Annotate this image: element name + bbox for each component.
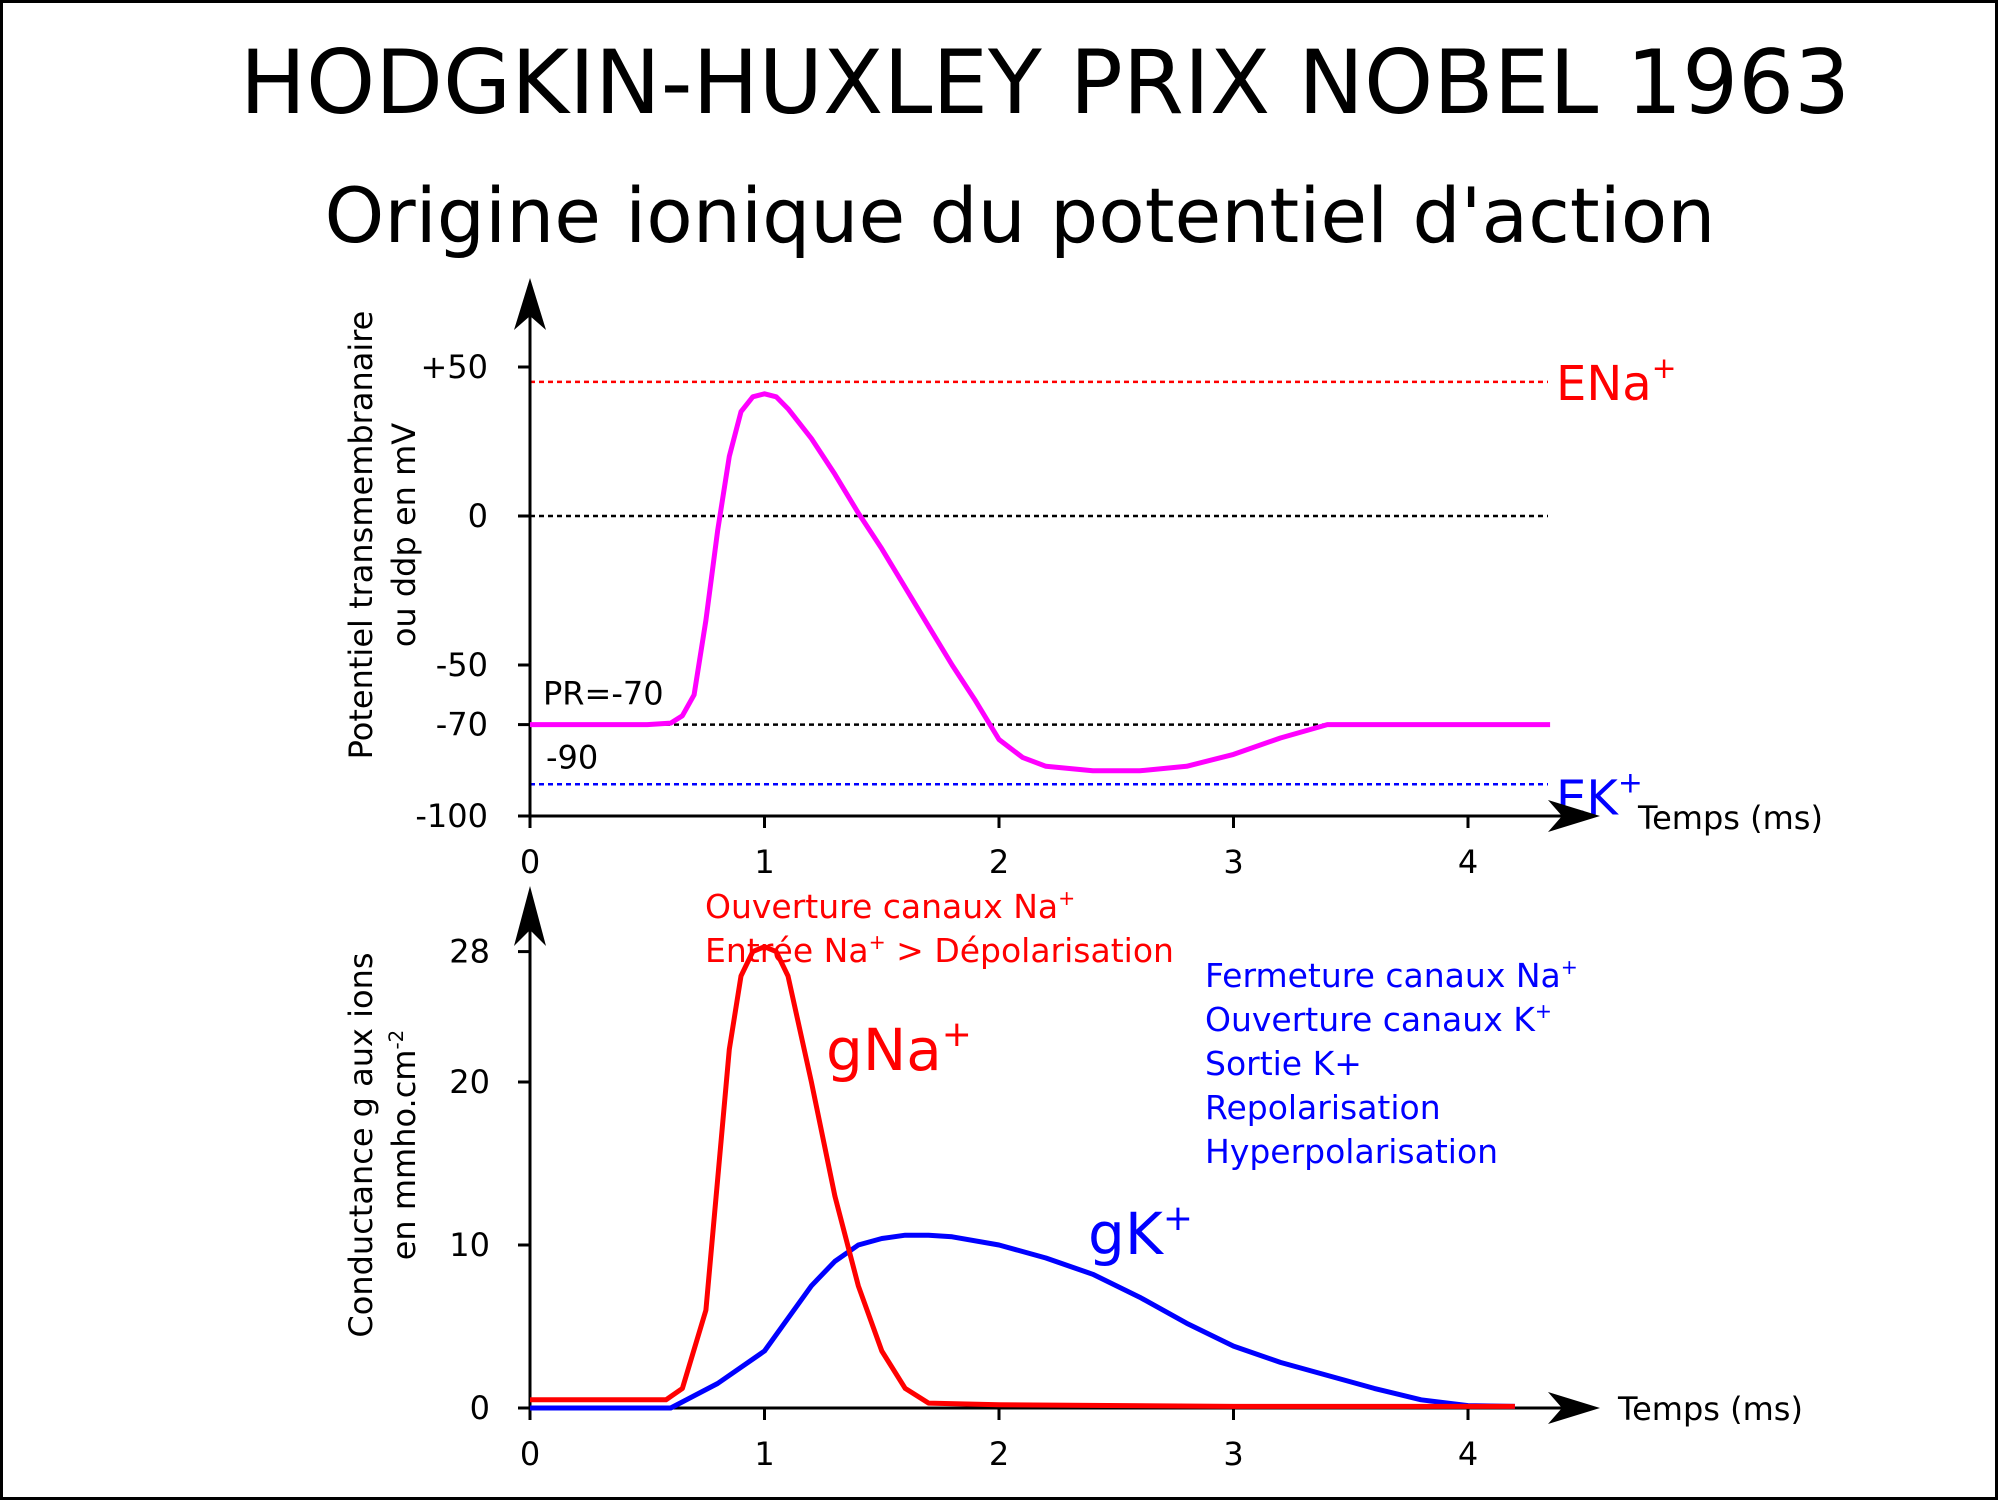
potential-y-axis-label-line2: ou ddp en mV bbox=[385, 423, 423, 647]
potassium-note-line1: Fermeture canaux Na+ bbox=[1205, 955, 1578, 995]
potential-x-axis-arrow bbox=[1548, 800, 1600, 832]
conductance-y-tick-label-0: 28 bbox=[449, 933, 490, 971]
conductance-x-tick-label-1: 1 bbox=[754, 1435, 774, 1473]
resting-potential-label: PR=-70 bbox=[543, 675, 664, 713]
conductance-y-axis-label-line2: en mmho.cm-2 bbox=[385, 1030, 423, 1261]
conductance-y-tick-label-2: 10 bbox=[449, 1226, 490, 1264]
gk-curve bbox=[530, 1232, 1515, 1411]
potassium-note-line2: Ouverture canaux K+ bbox=[1205, 999, 1552, 1039]
conductance-y-axis-label-line1: Conductance g aux ions bbox=[342, 952, 380, 1337]
potassium-note-line5: Hyperpolarisation bbox=[1205, 1132, 1498, 1171]
conductance-x-tick-label-2: 2 bbox=[989, 1435, 1009, 1473]
conductance-x-axis-label: Temps (ms) bbox=[1617, 1390, 1803, 1428]
potential-y-ticks: +50 0 -50 -70 -100 bbox=[415, 348, 530, 835]
potential-x-ticks: 0 1 2 3 4 bbox=[520, 816, 1478, 881]
potential-y-axis-label-line1: Potentiel transmembranaire bbox=[342, 311, 380, 760]
potential-y-tick-label-4: -100 bbox=[415, 797, 488, 835]
conductance-y-ticks: 28 20 10 0 bbox=[449, 933, 530, 1427]
conductance-x-tick-label-4: 4 bbox=[1458, 1435, 1478, 1473]
figure-subtitle: Origine ionique du potentiel d'action bbox=[325, 171, 1716, 260]
potential-x-axis-label: Temps (ms) bbox=[1637, 799, 1823, 837]
ena-label: ENa+ bbox=[1556, 351, 1677, 412]
gna-curve bbox=[530, 944, 1515, 1409]
potential-y-tick-label-0: +50 bbox=[420, 348, 488, 386]
conductance-x-tick-label-0: 0 bbox=[520, 1435, 540, 1473]
conductance-y-tick-label-1: 20 bbox=[449, 1063, 490, 1101]
gna-series-label: gNa+ bbox=[826, 1014, 972, 1084]
potential-y-axis-arrow bbox=[514, 278, 546, 330]
conductance-x-tick-label-3: 3 bbox=[1223, 1435, 1243, 1473]
potential-x-tick-label-4: 4 bbox=[1458, 843, 1478, 881]
potential-y-tick-label-3: -70 bbox=[436, 706, 488, 744]
potential-x-tick-label-0: 0 bbox=[520, 843, 540, 881]
gk-series-label: gK+ bbox=[1088, 1198, 1193, 1268]
conductance-x-ticks: 0 1 2 3 4 bbox=[520, 1408, 1478, 1473]
potassium-note: Fermeture canaux Na+ Ouverture canaux K+… bbox=[1205, 955, 1578, 1171]
potential-y-tick-label-2: -50 bbox=[436, 646, 488, 684]
potential-x-tick-label-1: 1 bbox=[754, 843, 774, 881]
sodium-opening-note-line2: Entrée Na+ > Dépolarisation bbox=[705, 930, 1174, 970]
conductance-x-axis-arrow bbox=[1548, 1392, 1600, 1424]
conductance-chart: 28 20 10 0 0 1 2 3 4 Temps (ms) Conductance g a… bbox=[342, 886, 1803, 1473]
figure-title: HODGKIN-HUXLEY PRIX NOBEL 1963 bbox=[240, 31, 1850, 134]
sodium-opening-note-line1: Ouverture canaux Na+ bbox=[705, 886, 1075, 926]
potential-y-tick-label-1: 0 bbox=[468, 497, 488, 535]
conductance-y-tick-label-3: 0 bbox=[470, 1389, 490, 1427]
potential-x-tick-label-3: 3 bbox=[1223, 843, 1243, 881]
potential-x-tick-label-2: 2 bbox=[989, 843, 1009, 881]
potential-curve bbox=[530, 391, 1551, 774]
potassium-note-line4: Repolarisation bbox=[1205, 1088, 1441, 1127]
potassium-note-line3: Sortie K+ bbox=[1205, 1044, 1362, 1083]
conductance-y-axis-arrow bbox=[514, 886, 546, 946]
ek-value-label: -90 bbox=[546, 738, 598, 776]
